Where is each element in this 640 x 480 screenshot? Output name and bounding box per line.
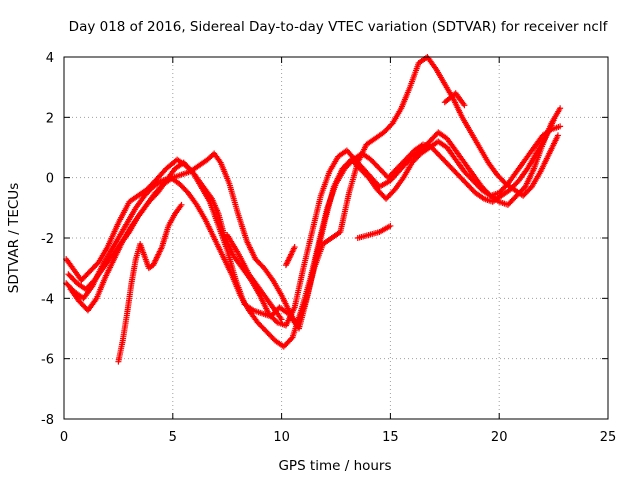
data-point xyxy=(387,222,394,229)
data-point xyxy=(554,132,561,139)
data-series xyxy=(354,222,394,241)
data-series xyxy=(224,231,285,323)
data-point xyxy=(288,335,295,342)
data-series xyxy=(282,244,298,269)
y-tick-label: -2 xyxy=(41,232,54,247)
x-tick-label: 5 xyxy=(169,430,177,445)
y-axis-label: SDTVAR / TECUs xyxy=(6,183,22,293)
data-point xyxy=(178,201,185,208)
data-point xyxy=(550,117,557,124)
x-tick-label: 15 xyxy=(382,430,399,445)
chart-title: Day 018 of 2016, Sidereal Day-to-day VTE… xyxy=(69,19,609,35)
y-tick-label: -4 xyxy=(41,292,54,307)
x-tick-label: 20 xyxy=(491,430,508,445)
data-series xyxy=(67,54,561,329)
y-tick-label: 2 xyxy=(46,111,54,126)
y-tick-label: 0 xyxy=(46,172,54,187)
x-tick-label: 25 xyxy=(600,430,617,445)
data-point xyxy=(461,102,468,109)
x-tick-label: 0 xyxy=(60,430,68,445)
x-axis-label: GPS time / hours xyxy=(278,458,391,474)
y-tick-label: -8 xyxy=(41,413,54,428)
data-marks xyxy=(63,54,564,365)
data-point xyxy=(278,316,285,323)
data-series xyxy=(115,201,185,365)
data-series xyxy=(441,90,468,109)
data-point xyxy=(291,244,298,251)
data-series xyxy=(63,117,557,350)
data-point xyxy=(557,123,564,130)
data-series xyxy=(65,123,564,332)
grid-lines xyxy=(64,57,608,419)
axis-ticks: 0 5 10 15 20 25 -8 -6 -4 -2 0 2 4 xyxy=(41,51,616,445)
y-tick-label: -6 xyxy=(41,353,54,368)
x-tick-label: 10 xyxy=(273,430,290,445)
y-tick-label: 4 xyxy=(46,51,54,66)
data-point xyxy=(557,105,564,112)
data-series xyxy=(63,105,564,329)
